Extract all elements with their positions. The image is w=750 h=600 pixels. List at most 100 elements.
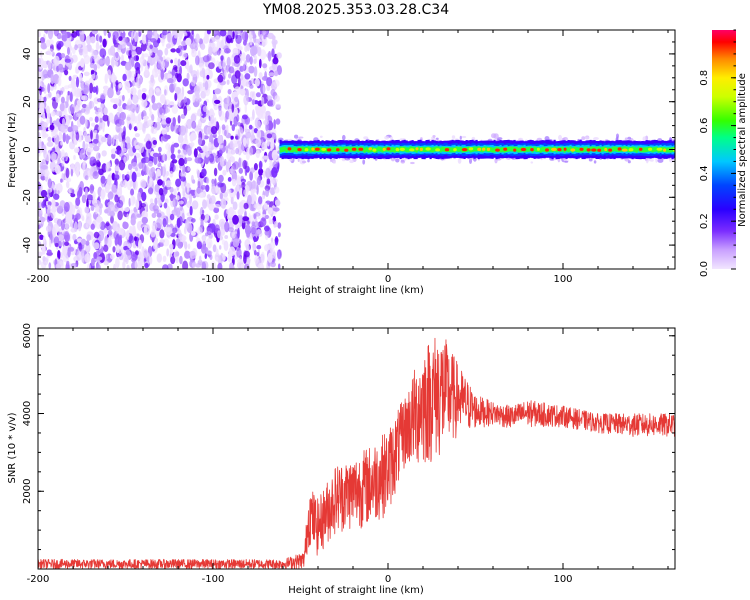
spectrogram-band-cell	[519, 147, 522, 153]
spectrogram-halo-cell	[518, 137, 524, 142]
spectrogram-peak-cell	[409, 148, 415, 152]
spectrogram-noise-cell	[68, 75, 72, 82]
spectrogram-noise-cell	[236, 262, 240, 268]
spectrogram-noise-cell	[249, 84, 254, 89]
spectrogram-halo-cell	[655, 157, 658, 163]
spectrogram-noise-cell	[234, 96, 239, 103]
spectrogram-noise-cell	[212, 244, 217, 253]
spectrogram-noise-cell	[242, 216, 250, 222]
spectrogram-noise-cell	[148, 103, 152, 113]
spectrogram-noise-cell	[88, 216, 93, 226]
spectrogram-noise-cell	[192, 94, 195, 103]
spectrogram-noise-cell	[60, 219, 65, 231]
spectrogram-noise-cell	[246, 42, 251, 52]
spectrogram-noise-cell	[266, 77, 273, 87]
spectrogram-noise-cell	[39, 81, 42, 87]
spectrogram-noise-cell	[228, 246, 236, 257]
x-tick-label: 100	[553, 274, 572, 285]
spectrogram-noise-cell	[47, 136, 52, 142]
spectrogram-noise-cell	[40, 165, 48, 170]
spectrogram-noise-cell	[208, 62, 215, 70]
spectrogram-noise-cell	[65, 133, 70, 145]
spectrogram-noise-cell	[72, 74, 78, 80]
spectrogram-noise-cell	[66, 63, 72, 68]
spectrogram-noise-cell	[149, 50, 153, 56]
spectrogram-noise-cell	[173, 205, 177, 213]
spectrogram-noise-cell	[145, 133, 151, 139]
spectrogram-noise-cell	[75, 69, 79, 74]
spectrogram-band-cell	[279, 147, 282, 153]
spectrogram-noise-cell	[253, 236, 257, 243]
spectrogram-noise-cell	[119, 117, 123, 128]
spectrogram-noise-cell	[269, 241, 276, 250]
spectrogram-band-cell	[501, 147, 504, 153]
spectrogram-noise-cell	[214, 35, 221, 42]
spectrogram-noise-cell	[76, 99, 82, 106]
spectrogram-noise-cell	[93, 199, 101, 208]
spectrogram-noise-cell	[225, 124, 229, 130]
spectrogram-band-cell	[291, 147, 294, 153]
spectrogram-noise-cell	[92, 171, 99, 180]
spectrogram-noise-cell	[80, 238, 87, 245]
spectrogram-noise-cell	[182, 78, 189, 87]
spectrogram-noise-cell	[149, 198, 154, 204]
y-tick-label: 40	[22, 48, 33, 61]
spectrogram-noise-cell	[122, 179, 128, 188]
spectrogram-noise-cell	[208, 203, 215, 211]
spectrogram-noise-cell	[226, 95, 230, 105]
spectrogram-noise-cell	[115, 123, 121, 133]
spectrogram-noise-cell	[199, 62, 205, 69]
spectrogram-noise-cell	[117, 245, 123, 254]
spectrogram-noise-cell	[77, 190, 81, 200]
spectrogram-noise-cell	[259, 49, 267, 60]
spectrogram-noise-cell	[134, 236, 137, 242]
spectrogram-noise-cell	[159, 229, 165, 239]
colorbar-tick-label: 0.2	[699, 213, 710, 229]
spectrogram-noise-cell	[38, 240, 42, 247]
spectrogram-noise-cell	[278, 263, 281, 269]
spectrogram-noise-cell	[63, 231, 69, 236]
spectrogram-noise-cell	[224, 129, 227, 136]
spectrogram-noise-cell	[78, 48, 84, 56]
spectrogram-noise-cell	[114, 236, 120, 247]
spectrogram-noise-cell	[190, 80, 196, 87]
spectrogram-noise-cell	[128, 123, 132, 131]
spectrogram-noise-cell	[161, 153, 166, 161]
spectrogram-peak-cell	[656, 147, 663, 151]
spectrogram-halo-cell	[593, 160, 597, 164]
spectrogram-halo-cell	[410, 161, 415, 165]
spectrogram-noise-cell	[83, 84, 89, 95]
spectrogram-noise-cell	[137, 256, 141, 262]
spectrogram-noise-cell	[104, 56, 111, 66]
spectrogram-peak-cell	[591, 148, 597, 152]
spectrogram-noise-cell	[229, 168, 233, 174]
spectrogram-noise-cell	[90, 69, 95, 75]
spectrogram-noise-cell	[226, 64, 229, 73]
spectrogram-noise-cell	[122, 261, 126, 269]
spectrogram-noise-cell	[42, 44, 47, 49]
y-tick-label: 0	[22, 146, 33, 152]
spectrogram-noise-cell	[165, 226, 173, 236]
spectrogram-noise-cell	[83, 131, 88, 139]
spectrogram-noise-cell	[102, 114, 109, 122]
spectrogram-noise-cell	[89, 156, 97, 164]
spectrogram-noise-cell	[145, 37, 149, 47]
spectrogram-noise-cell	[105, 221, 110, 227]
spectrogram-noise-cell	[156, 253, 162, 263]
spectrogram-noise-cell	[54, 242, 59, 248]
spectrogram-band-cell	[475, 146, 478, 152]
spectrogram-noise-cell	[102, 122, 105, 133]
spectrogram-noise-cell	[131, 56, 135, 68]
spectrogram-band-cell	[331, 147, 334, 153]
spectrogram-noise-cell	[253, 58, 257, 64]
spectrogram-noise-cell	[50, 85, 54, 91]
spectrogram-noise-cell	[141, 191, 147, 202]
spectrogram-noise-cell	[71, 82, 77, 90]
spectrogram-noise-cell	[193, 148, 198, 158]
spectrogram-noise-cell	[91, 50, 98, 60]
spectrogram-noise-cell	[206, 33, 209, 43]
spectrogram-noise-cell	[183, 53, 189, 58]
spectrogram-band-cell	[393, 147, 396, 153]
spectrogram-noise-cell	[210, 195, 216, 205]
spectrogram-noise-cell	[144, 156, 150, 164]
